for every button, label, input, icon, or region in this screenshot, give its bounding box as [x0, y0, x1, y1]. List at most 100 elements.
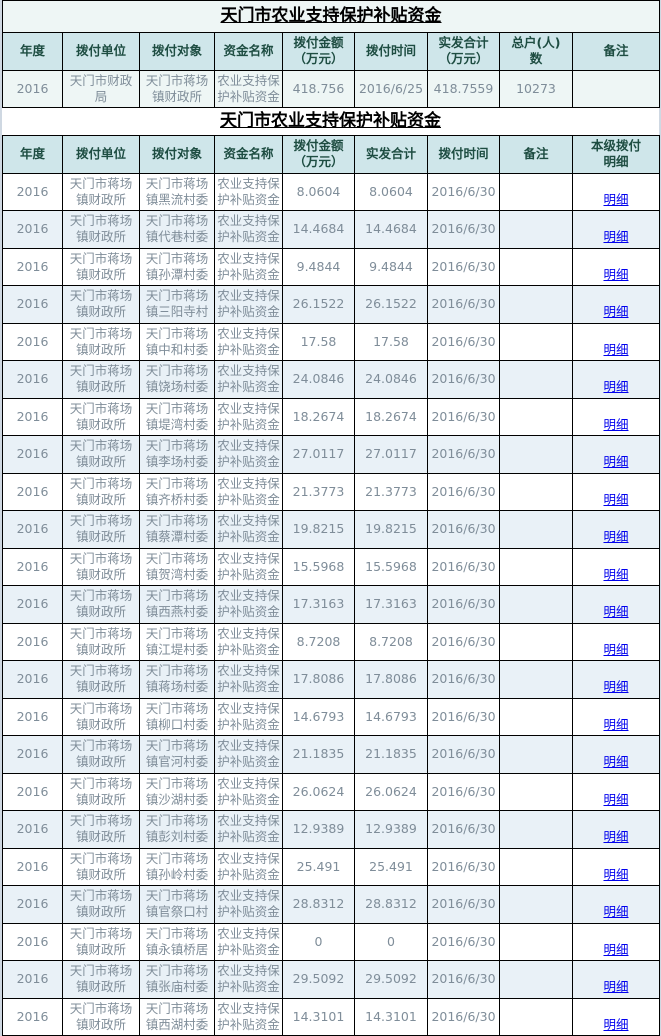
- cell-disbursing-unit: 天门市蒋场 镇财政所: [62, 322, 140, 361]
- table-row: 2016 天门市蒋场 镇财政所 天门市蒋场 镇三阳寺村 农业支持保 护补贴资金 …: [2, 285, 660, 324]
- detail-link[interactable]: 明细: [603, 979, 629, 995]
- cell-date: 2016/6/30: [427, 510, 500, 549]
- cell-detail: 明细: [572, 885, 660, 924]
- cell-fund-name: 农业支持保 护补贴资金: [214, 360, 283, 399]
- detail-link[interactable]: 明细: [603, 716, 629, 732]
- detail-link[interactable]: 明细: [603, 529, 629, 545]
- cell-actual-total: 28.8312: [354, 885, 428, 924]
- detail-link[interactable]: 明细: [603, 229, 629, 245]
- detail-table-title: 天门市农业支持保护补贴资金: [2, 108, 659, 135]
- cell-note: [571, 69, 661, 108]
- detail-link[interactable]: 明细: [603, 791, 629, 807]
- detail-link[interactable]: 明细: [603, 266, 629, 282]
- cell-recipient: 天门市蒋场 镇蒋场村委: [139, 660, 215, 699]
- cell-actual-total: 26.1522: [354, 285, 428, 324]
- cell-disbursing-unit: 天门市蒋场 镇财政所: [62, 285, 140, 324]
- cell-recipient: 天门市蒋场 镇李场村委: [139, 435, 215, 474]
- cell-recipient: 天门市蒋场 镇永镇桥居: [139, 922, 215, 961]
- cell-disbursing-unit: 天门市蒋场 镇财政所: [62, 960, 140, 999]
- detail-link[interactable]: 明细: [603, 491, 629, 507]
- cell-amount: 26.1522: [282, 285, 355, 324]
- cell-amount: 21.3773: [282, 472, 355, 511]
- cell-amount: 17.8086: [282, 660, 355, 699]
- cell-amount: 17.58: [282, 322, 355, 361]
- cell-fund-name: 农业支持保 护补贴资金: [214, 172, 283, 211]
- cell-note: [499, 585, 573, 624]
- cell-detail: 明细: [572, 435, 660, 474]
- cell-year: 2016: [2, 547, 63, 586]
- cell-disbursing-unit: 天门市蒋场 镇财政所: [62, 847, 140, 886]
- cell-note: [499, 960, 573, 999]
- cell-recipient: 天门市蒋场 镇三阳寺村: [139, 285, 215, 324]
- cell-fund-name: 农业支持保 护补贴资金: [214, 472, 283, 511]
- cell-date: 2016/6/30: [427, 285, 500, 324]
- col-header-disbursing-unit: 拨付单位: [62, 135, 140, 174]
- col-header-fund-name: 资金名称: [214, 135, 283, 174]
- cell-note: [499, 697, 573, 736]
- table-row: 2016 天门市蒋场 镇财政所 天门市蒋场 镇李场村委 农业支持保 护补贴资金 …: [2, 435, 660, 474]
- cell-year: 2016: [2, 435, 63, 474]
- cell-note: [499, 210, 573, 249]
- cell-year: 2016: [2, 997, 63, 1036]
- detail-link[interactable]: 明细: [603, 341, 629, 357]
- cell-fund-name: 农业支持保 护补贴资金: [214, 69, 283, 108]
- cell-fund-name: 农业支持保 护补贴资金: [214, 735, 283, 774]
- cell-actual-total: 29.5092: [354, 960, 428, 999]
- cell-amount: 0: [282, 922, 355, 961]
- detail-link[interactable]: 明细: [603, 416, 629, 432]
- cell-note: [499, 510, 573, 549]
- detail-link[interactable]: 明细: [603, 1016, 629, 1032]
- detail-link[interactable]: 明细: [603, 866, 629, 882]
- cell-year: 2016: [2, 660, 63, 699]
- cell-note: [499, 735, 573, 774]
- cell-detail: 明细: [572, 585, 660, 624]
- detail-link[interactable]: 明细: [603, 754, 629, 770]
- cell-note: [499, 885, 573, 924]
- detail-link[interactable]: 明细: [603, 941, 629, 957]
- cell-year: 2016: [2, 772, 63, 811]
- cell-amount: 28.8312: [282, 885, 355, 924]
- cell-fund-name: 农业支持保 护补贴资金: [214, 435, 283, 474]
- detail-link[interactable]: 明细: [603, 604, 629, 620]
- cell-year: 2016: [2, 285, 63, 324]
- detail-link[interactable]: 明细: [603, 566, 629, 582]
- col-header-note: 备注: [571, 32, 661, 71]
- cell-year: 2016: [2, 847, 63, 886]
- cell-date: 2016/6/30: [427, 322, 500, 361]
- table-row: 2016 天门市蒋场 镇财政所 天门市蒋场 镇蔡潭村委 农业支持保 护补贴资金 …: [2, 510, 660, 549]
- detail-table-body: 2016 天门市蒋场 镇财政所 天门市蒋场 镇黑流村委 农业支持保 护补贴资金 …: [2, 172, 660, 1036]
- table-row: 2016 天门市蒋场 镇财政所 天门市蒋场 镇代巷村委 农业支持保 护补贴资金 …: [2, 210, 660, 249]
- cell-fund-name: 农业支持保 护补贴资金: [214, 247, 283, 286]
- cell-date: 2016/6/30: [427, 585, 500, 624]
- cell-amount: 21.1835: [282, 735, 355, 774]
- detail-link[interactable]: 明细: [603, 829, 629, 845]
- detail-header-row: 年度 拨付单位 拨付对象 资金名称 拨付金额 （万元） 实发合计 拨付时间 备注…: [2, 135, 660, 174]
- detail-link[interactable]: 明细: [603, 679, 629, 695]
- cell-actual-total: 27.0117: [354, 435, 428, 474]
- cell-date: 2016/6/30: [427, 847, 500, 886]
- cell-year: 2016: [2, 397, 63, 436]
- cell-amount: 8.0604: [282, 172, 355, 211]
- cell-recipient: 天门市蒋场 镇蔡潭村委: [139, 510, 215, 549]
- cell-note: [499, 547, 573, 586]
- cell-fund-name: 农业支持保 护补贴资金: [214, 847, 283, 886]
- table-row: 2016 天门市蒋场 镇财政所 天门市蒋场 镇官祭口村 农业支持保 护补贴资金 …: [2, 885, 660, 924]
- detail-link[interactable]: 明细: [603, 191, 629, 207]
- detail-link[interactable]: 明细: [603, 304, 629, 320]
- cell-disbursing-unit: 天门市蒋场 镇财政所: [62, 172, 140, 211]
- col-header-recipient: 拨付对象: [139, 32, 215, 71]
- cell-year: 2016: [2, 622, 63, 661]
- detail-link[interactable]: 明细: [603, 641, 629, 657]
- detail-link[interactable]: 明细: [603, 454, 629, 470]
- cell-actual-total: 8.7208: [354, 622, 428, 661]
- detail-link[interactable]: 明细: [603, 379, 629, 395]
- detail-link[interactable]: 明细: [603, 904, 629, 920]
- table-row: 2016 天门市蒋场 镇财政所 天门市蒋场 镇蒋场村委 农业支持保 护补贴资金 …: [2, 660, 660, 699]
- cell-amount: 18.2674: [282, 397, 355, 436]
- cell-year: 2016: [2, 585, 63, 624]
- cell-amount: 19.8215: [282, 510, 355, 549]
- cell-year: 2016: [2, 360, 63, 399]
- cell-actual-total: 21.1835: [354, 735, 428, 774]
- col-header-amount: 拨付金额 （万元）: [282, 32, 355, 71]
